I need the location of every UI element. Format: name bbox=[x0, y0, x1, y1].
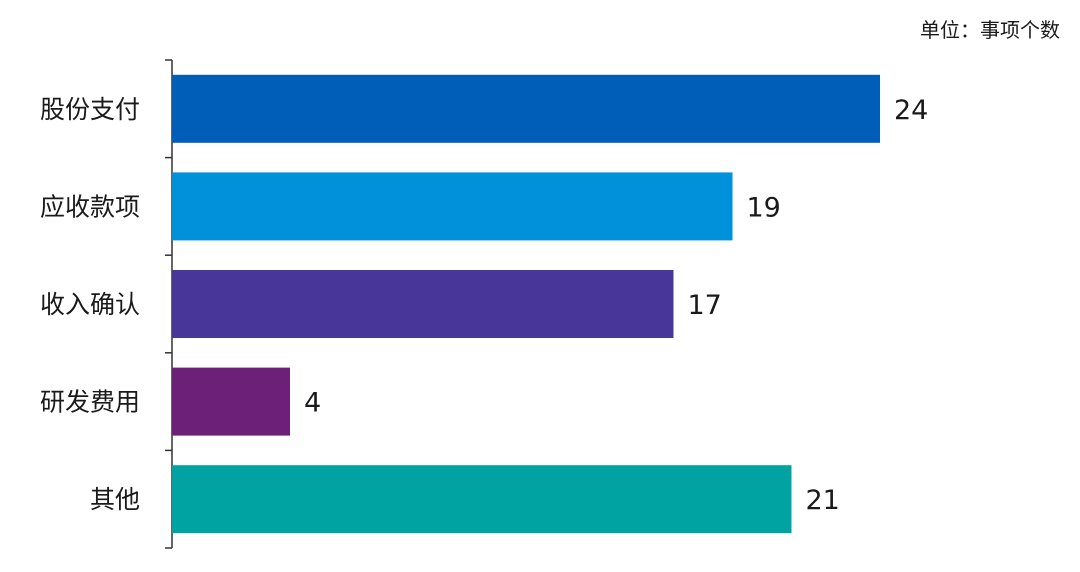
category-label: 研发费用 bbox=[40, 388, 140, 417]
value-label: 4 bbox=[304, 388, 321, 419]
bar-1 bbox=[172, 74, 880, 143]
bars bbox=[172, 74, 880, 534]
bar-3 bbox=[172, 270, 674, 338]
value-label: 17 bbox=[688, 290, 722, 321]
value-labels: 24 19 17 4 21 bbox=[304, 95, 928, 516]
value-label: 24 bbox=[894, 95, 928, 126]
y-axis bbox=[165, 59, 173, 549]
value-label: 19 bbox=[747, 192, 781, 223]
value-label: 21 bbox=[806, 485, 840, 516]
category-label: 收入确认 bbox=[40, 290, 140, 319]
bar-4 bbox=[172, 367, 290, 436]
category-label: 股份支付 bbox=[40, 95, 140, 124]
bar-2 bbox=[172, 172, 733, 241]
unit-label: 单位：事项个数 bbox=[920, 18, 1060, 42]
bar-5 bbox=[172, 465, 792, 534]
category-label: 应收款项 bbox=[40, 192, 140, 221]
category-label: 其他 bbox=[90, 485, 140, 514]
